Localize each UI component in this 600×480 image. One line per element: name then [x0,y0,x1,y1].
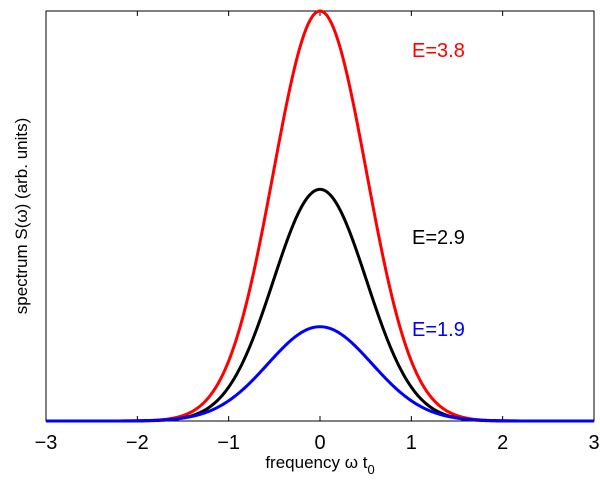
series-label: E=3.8 [412,40,465,62]
x-tick-label: −3 [35,432,58,454]
x-tick-label: −2 [126,432,149,454]
series-label: E=2.9 [412,227,465,249]
series-line-e-1-9 [45,325,595,423]
x-tick-label: −1 [217,432,240,454]
y-axis-label: spectrum S(ω) (arb. units) [12,118,31,315]
x-axis-label-subscript: 0 [367,462,374,477]
plot-frame [45,10,595,422]
x-tick-label: 2 [497,432,508,454]
x-tick-labels: −3 −2 −1 0 1 2 3 [35,432,600,454]
series-label: E=1.9 [412,319,465,341]
x-tick-label: 3 [588,432,599,454]
series-lines [45,9,595,423]
x-tick-label: 0 [314,432,325,454]
x-tick-label: 1 [406,432,417,454]
series-labels: E=3.8 E=2.9 E=1.9 [412,40,465,341]
x-axis-label: frequency ω t0 [265,453,374,477]
